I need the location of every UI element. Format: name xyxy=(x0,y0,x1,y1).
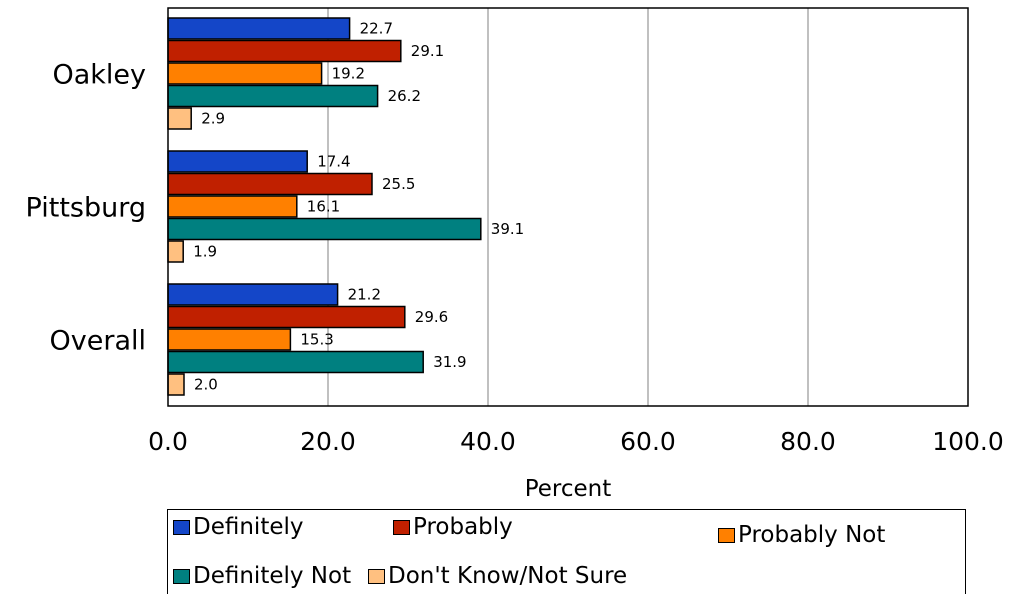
data-label: 17.4 xyxy=(317,153,350,171)
data-label: 29.6 xyxy=(415,308,448,326)
x-tick-labels: 0.0 20.0 40.0 60.0 80.0 100.0 xyxy=(148,427,1004,456)
bar-pittsburg-3 xyxy=(167,217,482,241)
legend-label: Probably Not xyxy=(738,522,886,548)
x-tick-label: 80.0 xyxy=(780,427,836,456)
legend: Definitely Probably Probably Not Definitely… xyxy=(167,509,966,594)
legend-label: Definitely Not xyxy=(193,563,352,589)
legend-label: Don't Know/Not Sure xyxy=(388,563,628,589)
x-tick-label: 0.0 xyxy=(148,427,188,456)
bar-pittsburg-4 xyxy=(167,240,184,263)
legend-item: Don't Know/Not Sure xyxy=(368,563,627,589)
legend-swatch xyxy=(173,519,190,535)
bar-pittsburg-1 xyxy=(167,172,373,196)
data-label: 1.9 xyxy=(193,243,217,261)
category-labels: Oakley Pittsburg Overall xyxy=(26,59,146,356)
legend-item: Probably xyxy=(393,514,513,540)
legend-item: Definitely Not xyxy=(173,563,351,589)
bar-oakley-3 xyxy=(167,84,379,108)
data-label: 15.3 xyxy=(300,331,333,349)
x-axis-title: Percent xyxy=(525,476,612,502)
x-tick-label: 100.0 xyxy=(932,427,1004,456)
data-label: 26.2 xyxy=(388,87,421,105)
data-label: 16.1 xyxy=(307,198,340,216)
legend-label: Definitely xyxy=(193,514,304,540)
bar-pittsburg-2 xyxy=(167,195,298,218)
legend-item: Probably Not xyxy=(718,522,885,548)
gridlines xyxy=(327,8,809,406)
data-label: 21.2 xyxy=(348,286,381,304)
data-label: 39.1 xyxy=(491,220,524,238)
bar-oakley-2 xyxy=(167,62,323,85)
bar-oakley-0 xyxy=(167,17,351,40)
bar-oakley-4 xyxy=(167,107,192,130)
legend-swatch xyxy=(368,568,385,584)
legend-swatch xyxy=(173,568,190,584)
data-label: 31.9 xyxy=(433,353,466,371)
bar-overall-0 xyxy=(167,283,339,306)
data-label: 29.1 xyxy=(411,42,444,60)
bar-oakley-1 xyxy=(167,39,402,63)
legend-swatch xyxy=(393,519,410,535)
category-label: Oakley xyxy=(52,59,146,90)
chart: 22.7 29.1 19.2 26.2 2.9 17.4 25.5 16.1 39.1 1.9 21… xyxy=(26,7,1004,502)
legend-label: Probably xyxy=(413,514,513,540)
bar-overall-3 xyxy=(167,350,424,374)
bar-overall-4 xyxy=(167,373,185,396)
x-tick-label: 40.0 xyxy=(460,427,516,456)
bar-overall-1 xyxy=(167,305,406,329)
category-label: Pittsburg xyxy=(26,192,146,223)
data-label: 19.2 xyxy=(332,65,365,83)
legend-item: Definitely xyxy=(173,514,304,540)
x-tick-label: 60.0 xyxy=(620,427,676,456)
plot-area-border xyxy=(167,7,969,407)
bars xyxy=(167,17,482,396)
data-label: 2.0 xyxy=(194,376,218,394)
data-labels: 22.7 29.1 19.2 26.2 2.9 17.4 25.5 16.1 39.1 1.9 21… xyxy=(193,20,524,394)
data-label: 25.5 xyxy=(382,175,415,193)
data-label: 22.7 xyxy=(360,20,393,38)
data-label: 2.9 xyxy=(201,110,225,128)
legend-swatch xyxy=(718,527,735,543)
bar-pittsburg-0 xyxy=(167,150,308,173)
x-tick-label: 20.0 xyxy=(300,427,356,456)
bar-overall-2 xyxy=(167,328,292,351)
category-label: Overall xyxy=(50,325,147,356)
